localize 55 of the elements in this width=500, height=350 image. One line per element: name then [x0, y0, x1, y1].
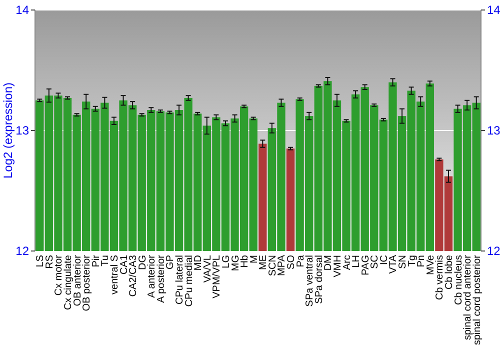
x-tick-label: A anterior: [146, 254, 158, 298]
y-tick-label: 12: [16, 244, 30, 258]
x-tick-label: CPu lateral: [174, 255, 186, 304]
y-tick-label: 13: [16, 124, 30, 138]
x-tick-label: M: [248, 255, 260, 264]
x-tick-label: SPa dorsal: [314, 255, 325, 304]
x-tick-label: LS: [35, 254, 46, 268]
x-tick-label: VTA: [388, 254, 400, 274]
x-tick-label: LG: [220, 254, 232, 268]
x-tick-label: RS: [44, 254, 56, 269]
x-tick-label: CA1: [118, 254, 130, 274]
x-tick-label: Cb lobe: [444, 254, 455, 290]
x-tick-label: VPM/VPL: [212, 254, 223, 298]
y2-tick-label: 14: [487, 3, 500, 18]
x-tick-label: Tu: [100, 255, 112, 266]
x-tick-label: Cb nucleus: [453, 255, 464, 306]
x-tick-label: Pir: [90, 254, 102, 268]
x-tick-label: MD: [193, 255, 204, 271]
x-tick-label: Cb vermis: [434, 255, 446, 300]
x-tick-label: MVe: [425, 254, 436, 276]
x-tick-label: PAG: [360, 254, 372, 276]
x-tick-label: SN: [398, 255, 409, 269]
x-tick-label: DG: [137, 254, 148, 270]
x-tick-label: A posterior: [156, 254, 167, 303]
x-tick-label: spinal cord anterior: [462, 254, 474, 340]
x-tick-label: ventral S: [109, 254, 120, 294]
x-tick-label: Cx cingulate: [63, 254, 74, 310]
x-tick-label: Tg: [406, 255, 418, 267]
x-tick-label: IC: [378, 255, 390, 265]
x-tick-label: SC: [370, 255, 381, 269]
x-tick-label: SPa ventral: [304, 255, 316, 307]
x-tick-label: SCN: [267, 255, 278, 276]
x-tick-label: spinal cord posterior: [472, 254, 483, 346]
x-tick-label: OB anterior: [72, 254, 84, 306]
y-tick-label: 14: [16, 3, 30, 18]
x-tick-label: LH: [351, 255, 362, 268]
y2-tick-label: 13: [487, 124, 500, 138]
x-tick-label: CA2/CA3: [128, 254, 140, 297]
x-tick-label: DM: [323, 255, 334, 271]
x-tick-label: ME: [258, 254, 270, 270]
x-tick-label: MG: [230, 254, 242, 272]
x-tick-label: Arc: [342, 255, 353, 270]
y2-tick-label: 12: [487, 244, 500, 258]
x-tick-label: Cx motor: [54, 254, 65, 296]
y-axis-title: Log2 (expression): [1, 82, 15, 179]
x-tick-label: Hb: [240, 254, 251, 268]
x-tick-label: GP: [165, 254, 176, 270]
x-tick-label: Pn: [416, 255, 428, 268]
x-tick-label: VMH: [332, 255, 344, 278]
x-tick-label: SO: [286, 254, 298, 270]
x-tick-label: OB posterior: [82, 254, 93, 312]
x-tick-label: CPu medial: [184, 255, 195, 307]
x-tick-label: VA/VL: [202, 254, 214, 283]
x-tick-label: MPA: [276, 254, 288, 276]
x-tick-label: Pa: [295, 254, 306, 268]
